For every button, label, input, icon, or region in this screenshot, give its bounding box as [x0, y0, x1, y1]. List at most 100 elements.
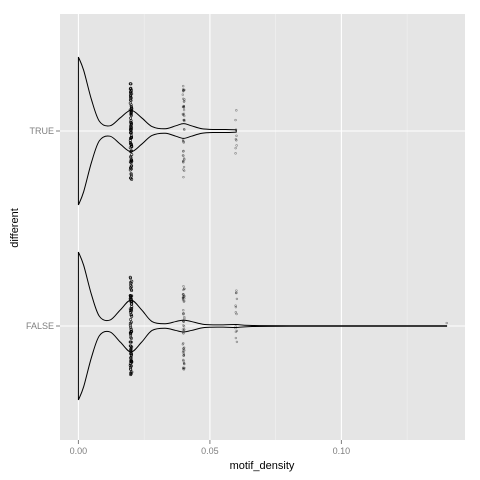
violin-true-lower: [77, 131, 237, 206]
data-point: [234, 152, 237, 155]
data-point: [181, 297, 185, 300]
data-point: [182, 312, 185, 316]
data-point: [181, 293, 185, 296]
x-axis-title: motif_density: [230, 460, 295, 472]
data-point: [182, 127, 186, 131]
data-point: [129, 330, 133, 334]
data-point: [183, 287, 186, 291]
data-point: [183, 100, 186, 103]
data-point: [129, 330, 133, 334]
data-point: [130, 131, 134, 135]
data-point: [182, 84, 185, 88]
data-point: [182, 90, 185, 93]
data-point: [182, 105, 185, 109]
data-point: [182, 293, 185, 296]
data-point: [182, 88, 185, 92]
data-point: [129, 82, 133, 86]
data-point: [182, 149, 185, 153]
data-point: [182, 168, 185, 171]
data-point: [182, 328, 186, 331]
data-point: [181, 105, 185, 109]
plot-panel: [60, 14, 465, 440]
data-point: [182, 113, 185, 117]
data-point: [235, 139, 238, 142]
data-point: [128, 307, 132, 311]
data-point: [182, 118, 186, 122]
data-point: [182, 353, 186, 357]
data-point: [130, 345, 134, 349]
data-point: [234, 311, 238, 314]
data-point: [183, 294, 186, 298]
x-tick-label: 0.10: [333, 446, 351, 456]
data-point: [182, 354, 186, 357]
data-point: [182, 361, 186, 365]
data-point: [182, 104, 185, 108]
data-points: [128, 82, 448, 377]
data-point: [182, 347, 185, 350]
data-point: [183, 362, 186, 366]
data-point: [181, 296, 185, 299]
data-point: [182, 320, 186, 324]
data-point: [181, 93, 185, 96]
data-point: [129, 176, 133, 180]
data-point: [129, 96, 133, 100]
data-point: [235, 340, 239, 344]
data-point: [181, 351, 185, 354]
data-point: [182, 140, 185, 143]
data-point: [183, 349, 186, 352]
data-point: [129, 373, 133, 377]
data-point: [235, 297, 239, 301]
data-point: [182, 366, 185, 370]
data-point: [129, 340, 133, 344]
data-point: [182, 325, 186, 328]
data-point: [182, 89, 185, 92]
data-point: [182, 347, 185, 350]
data-point: [445, 321, 448, 325]
data-point: [235, 134, 238, 137]
data-point: [182, 312, 185, 315]
data-point: [181, 366, 185, 369]
data-point: [130, 288, 134, 292]
data-point: [183, 98, 186, 101]
data-point: [129, 136, 133, 140]
data-point: [183, 119, 186, 123]
y-tick-label: FALSE: [26, 321, 54, 331]
x-tick-label: 0.00: [70, 446, 88, 456]
data-point: [128, 309, 132, 313]
data-point: [129, 320, 133, 324]
data-point: [181, 298, 185, 302]
data-point: [182, 362, 186, 365]
data-point: [182, 175, 185, 179]
data-point: [234, 305, 238, 309]
data-point: [182, 285, 185, 288]
data-point: [182, 300, 186, 303]
data-point: [181, 139, 185, 143]
data-point: [129, 116, 133, 120]
data-point: [182, 108, 186, 112]
data-point: [234, 291, 238, 295]
data-point: [182, 367, 185, 371]
data-point: [182, 104, 186, 108]
data-point: [181, 160, 185, 163]
data-point: [129, 313, 133, 317]
data-point: [129, 120, 133, 124]
data-point: [182, 358, 185, 362]
data-point: [129, 123, 133, 127]
data-point: [129, 335, 133, 339]
data-point: [128, 101, 132, 105]
data-point: [182, 368, 186, 371]
data-point: [182, 112, 186, 116]
violin-false-lower: [77, 325, 448, 401]
data-point: [129, 348, 133, 352]
data-point: [183, 299, 186, 303]
data-point: [182, 324, 185, 327]
data-point: [182, 100, 186, 103]
data-point: [183, 297, 186, 300]
y-axis-ticks: TRUE FALSE: [26, 126, 60, 331]
data-point: [182, 342, 185, 345]
data-point: [182, 159, 185, 163]
violin-true-upper: [77, 56, 237, 131]
data-point: [130, 314, 134, 318]
grid-lines: [60, 14, 465, 440]
data-point: [182, 295, 185, 299]
